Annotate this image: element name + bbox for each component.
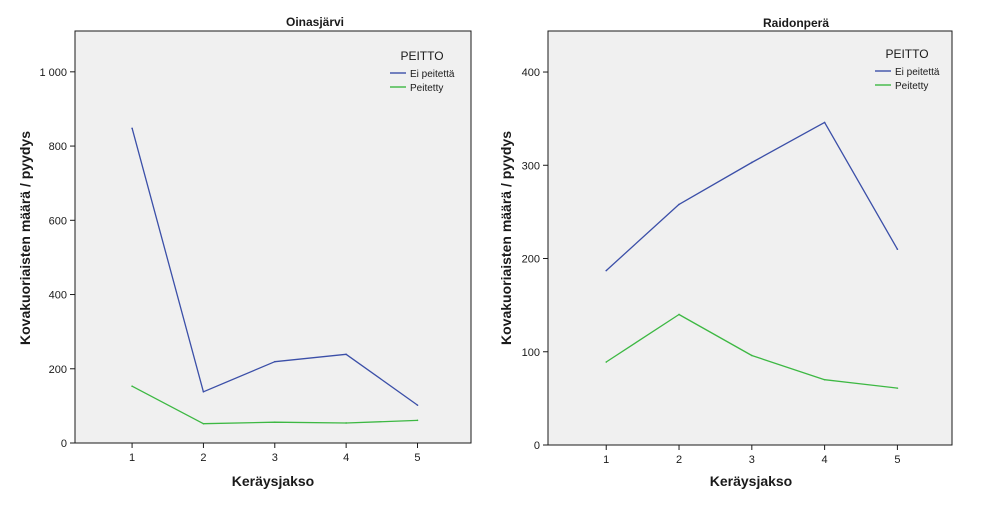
x-tick-label: 4 <box>822 454 828 466</box>
panel-raidonpera: 0 100 200 300 400 1 2 3 4 5 Raidonperä Keräysjakso K… <box>498 16 953 489</box>
x-tick-label: 3 <box>272 452 278 464</box>
chart-title: Oinasjärvi <box>286 15 344 29</box>
x-axis-label: Keräysjakso <box>710 473 793 489</box>
legend-title: PEITTO <box>885 47 928 61</box>
data-point <box>896 248 899 250</box>
data-point <box>345 353 347 356</box>
data-point <box>345 422 347 424</box>
data-point <box>273 421 276 424</box>
y-tick-label: 0 <box>61 438 67 450</box>
legend-title: PEITTO <box>400 49 443 63</box>
y-tick-label: 200 <box>522 254 540 266</box>
x-axis-label: Keräysjakso <box>232 473 315 489</box>
data-point <box>823 121 826 124</box>
data-point <box>605 269 608 272</box>
y-tick-label: 1 000 <box>39 67 67 79</box>
y-axis-label: Kovakuoriaisten määrä / pyydys <box>498 131 514 345</box>
y-tick-label: 300 <box>522 160 540 172</box>
y-axis-label: Kovakuoriaisten määrä / pyydys <box>17 131 33 345</box>
data-point <box>131 385 133 388</box>
data-point <box>896 387 899 389</box>
data-point <box>202 390 205 393</box>
legend-label: Peitetty <box>895 81 928 92</box>
data-point <box>202 422 205 425</box>
data-point <box>751 354 753 357</box>
y-tick-label: 800 <box>49 141 67 153</box>
chart-title: Raidonperä <box>763 16 829 30</box>
x-tick-label: 1 <box>129 452 135 464</box>
legend-label: Peitetty <box>410 83 443 94</box>
y-tick-label: 200 <box>49 364 67 376</box>
y-tick-label: 0 <box>534 440 540 452</box>
data-point <box>131 127 133 130</box>
legend-label: Ei peitettä <box>410 69 455 80</box>
y-tick-label: 100 <box>522 347 540 359</box>
data-point <box>678 203 680 206</box>
x-tick-label: 5 <box>894 454 900 466</box>
legend-label: Ei peitettä <box>895 67 940 78</box>
y-tick-label: 400 <box>49 290 67 302</box>
y-tick-label: 600 <box>49 215 67 227</box>
x-tick-label: 4 <box>343 452 349 464</box>
data-point <box>605 361 608 363</box>
panel-oinasjarvi: 0 200 400 600 800 1 000 1 2 3 4 5 Oinasjärvi Keräysj… <box>17 15 472 489</box>
data-point <box>823 378 826 381</box>
plot-area <box>547 30 953 446</box>
data-point <box>416 404 419 406</box>
data-point <box>751 161 753 164</box>
x-tick-label: 1 <box>603 454 609 466</box>
plot-area <box>74 30 472 444</box>
data-point <box>273 360 276 363</box>
x-tick-label: 2 <box>676 454 682 466</box>
x-tick-label: 3 <box>749 454 755 466</box>
y-tick-label: 400 <box>522 67 540 79</box>
data-point <box>678 313 680 316</box>
x-tick-label: 5 <box>414 452 420 464</box>
x-tick-label: 2 <box>200 452 206 464</box>
data-point <box>416 419 419 422</box>
